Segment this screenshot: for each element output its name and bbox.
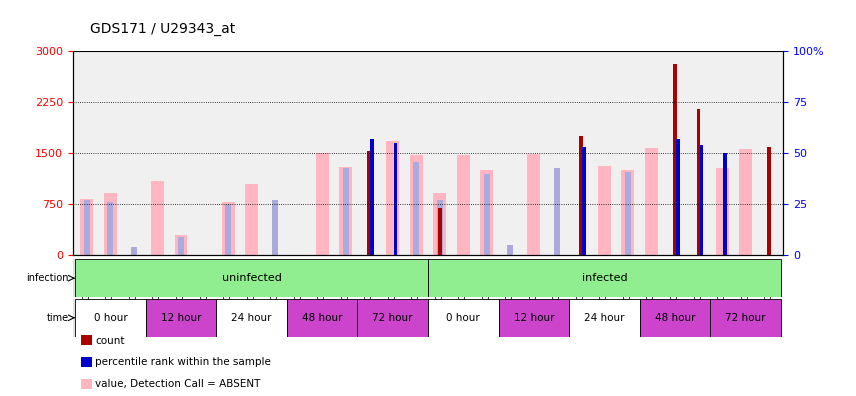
Bar (433, 193, 446, 255)
Bar (438, 208, 442, 255)
Bar (75, 299, 146, 337)
Bar (428, 259, 781, 297)
Bar (80, 199, 93, 255)
Text: 48 hour: 48 hour (655, 313, 695, 323)
Bar (175, 235, 187, 255)
Bar (316, 153, 329, 255)
Text: count: count (95, 335, 124, 346)
Bar (710, 299, 781, 337)
Bar (225, 204, 231, 255)
Bar (716, 168, 728, 255)
Bar (287, 299, 358, 337)
Bar (555, 168, 561, 255)
Text: GDS171 / U29343_at: GDS171 / U29343_at (90, 22, 235, 36)
Bar (413, 162, 419, 255)
Bar (723, 153, 727, 255)
Bar (699, 145, 703, 255)
Text: uninfected: uninfected (222, 273, 282, 283)
Bar (73, 259, 75, 297)
Bar (598, 166, 611, 255)
Bar (108, 202, 113, 255)
Bar (342, 168, 348, 255)
Bar (569, 299, 639, 337)
Bar (73, 299, 75, 337)
Bar (457, 155, 470, 255)
Bar (339, 167, 352, 255)
Bar (437, 200, 443, 255)
Text: 12 hour: 12 hour (161, 313, 201, 323)
Bar (527, 154, 540, 255)
Bar (394, 143, 397, 255)
Bar (245, 184, 258, 255)
Bar (84, 200, 90, 255)
Bar (217, 299, 287, 337)
Bar (75, 259, 428, 297)
Bar (367, 151, 371, 255)
Bar (272, 200, 278, 255)
Bar (625, 172, 631, 255)
Bar (428, 299, 498, 337)
Bar (371, 139, 374, 255)
Bar (498, 299, 569, 337)
Bar (739, 149, 752, 255)
Bar (104, 193, 117, 255)
Bar (131, 247, 137, 255)
Bar (386, 141, 399, 255)
Text: infected: infected (581, 273, 627, 283)
Bar (582, 147, 586, 255)
Bar (484, 174, 490, 255)
Text: 24 hour: 24 hour (231, 313, 272, 323)
Bar (222, 202, 235, 255)
Text: value, Detection Call = ABSENT: value, Detection Call = ABSENT (95, 379, 260, 389)
Text: 72 hour: 72 hour (725, 313, 766, 323)
Bar (508, 245, 514, 255)
Text: 72 hour: 72 hour (372, 313, 413, 323)
Bar (645, 148, 658, 255)
Bar (146, 299, 217, 337)
Text: time: time (46, 313, 68, 323)
Bar (480, 170, 493, 255)
Text: percentile rank within the sample: percentile rank within the sample (95, 357, 270, 367)
Bar (151, 181, 163, 255)
Bar (410, 155, 423, 255)
Text: 0 hour: 0 hour (93, 313, 128, 323)
Bar (639, 299, 710, 337)
Bar (674, 64, 677, 255)
Bar (767, 147, 771, 255)
Bar (621, 170, 634, 255)
Bar (697, 109, 700, 255)
Text: infection: infection (26, 273, 68, 283)
Bar (676, 139, 680, 255)
Text: 24 hour: 24 hour (584, 313, 625, 323)
Bar (178, 237, 184, 255)
Text: 0 hour: 0 hour (447, 313, 480, 323)
Text: 12 hour: 12 hour (514, 313, 554, 323)
Bar (358, 299, 428, 337)
Text: 48 hour: 48 hour (302, 313, 342, 323)
Bar (580, 137, 583, 255)
